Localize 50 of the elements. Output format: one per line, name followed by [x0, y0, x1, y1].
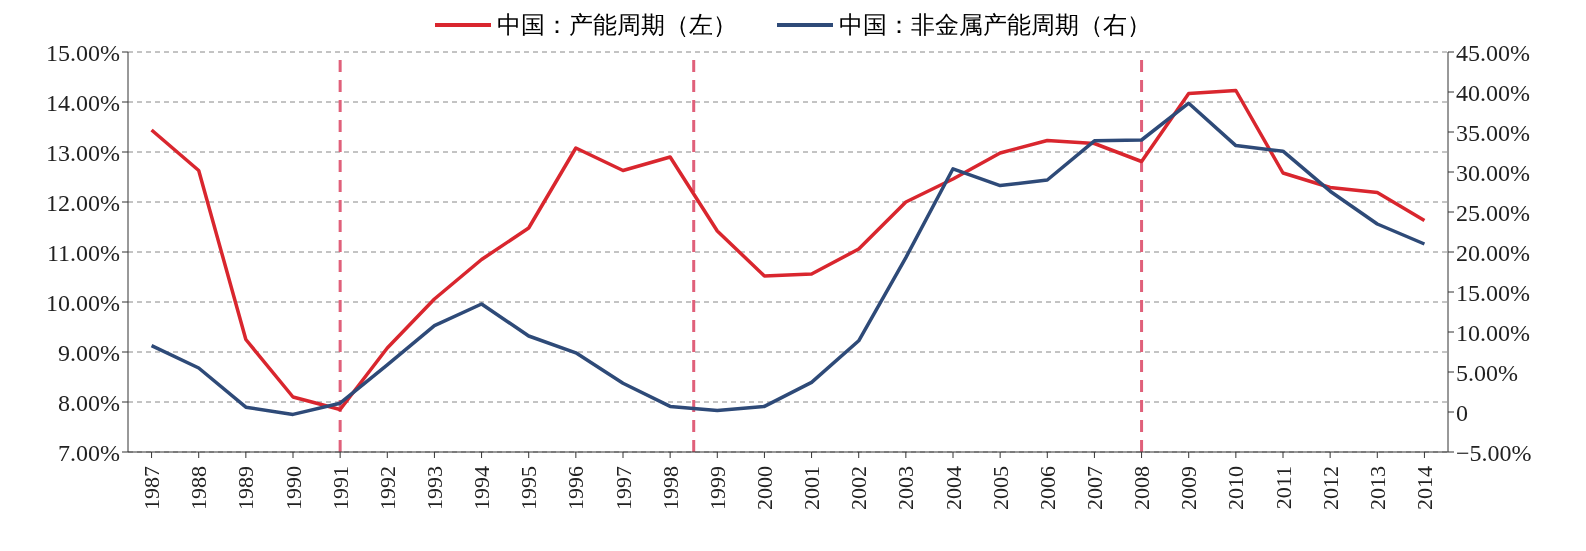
x-tick-label: 2005: [987, 466, 1013, 510]
x-tick-label: 2010: [1223, 466, 1249, 510]
y2-tick-label: 20.00%: [1456, 239, 1530, 266]
y-tick-label: 7.00%: [58, 439, 120, 466]
x-tick-label: 2013: [1364, 466, 1390, 510]
y2-tick-label: 25.00%: [1456, 199, 1530, 226]
x-tick-label: 2001: [799, 466, 825, 510]
x-tick-label: 2000: [751, 466, 777, 510]
x-tick-label: 1996: [563, 466, 589, 510]
x-tick-label: 2004: [940, 466, 966, 510]
x-tick-label: 1994: [469, 466, 495, 510]
x-tick-label: 2012: [1317, 466, 1343, 510]
y2-tick-label: 10.00%: [1456, 319, 1530, 346]
y2-tick-label: 45.00%: [1456, 39, 1530, 66]
y2-tick-label: 0: [1456, 399, 1468, 426]
x-tick-label: 1995: [516, 466, 542, 510]
x-tick-label: 1998: [657, 466, 683, 510]
y-tick-label: 12.00%: [46, 189, 120, 216]
x-tick-label: 1991: [327, 466, 353, 510]
y2-tick-label: 35.00%: [1456, 119, 1530, 146]
y2-tick-label: 15.00%: [1456, 279, 1530, 306]
y-tick-label: 9.00%: [58, 339, 120, 366]
x-tick-label: 2008: [1129, 466, 1155, 510]
legend-label: 中国：产能周期（左）: [497, 11, 737, 40]
legend-label: 中国：非金属产能周期（右）: [839, 11, 1151, 40]
x-tick-label: 1993: [421, 466, 447, 510]
x-tick-label: 1989: [233, 466, 259, 510]
y-tick-label: 8.00%: [58, 389, 120, 416]
x-tick-label: 2006: [1034, 466, 1060, 510]
y-tick-label: 13.00%: [46, 139, 120, 166]
x-tick-label: 2014: [1411, 466, 1437, 510]
y2-tick-label: 5.00%: [1456, 359, 1518, 386]
y-tick-label: 14.00%: [46, 89, 120, 116]
x-tick-label: 1992: [374, 466, 400, 510]
x-tick-label: 2002: [846, 466, 872, 510]
y2-tick-label: 30.00%: [1456, 159, 1530, 186]
x-tick-label: 2007: [1081, 466, 1107, 510]
y2-tick-label: 40.00%: [1456, 79, 1530, 106]
x-tick-label: 2011: [1270, 466, 1296, 510]
y-tick-label: 11.00%: [46, 239, 120, 266]
y2-tick-label: −5.00%: [1456, 439, 1532, 466]
x-tick-label: 2009: [1176, 466, 1202, 510]
x-tick-label: 1997: [610, 466, 636, 510]
x-tick-label: 1987: [139, 466, 165, 510]
x-tick-label: 2003: [893, 466, 919, 510]
x-tick-label: 1999: [704, 466, 730, 510]
y-tick-label: 10.00%: [46, 289, 120, 316]
y-tick-label: 15.00%: [46, 39, 120, 66]
x-tick-label: 1988: [186, 466, 212, 510]
x-tick-label: 1990: [280, 466, 306, 510]
